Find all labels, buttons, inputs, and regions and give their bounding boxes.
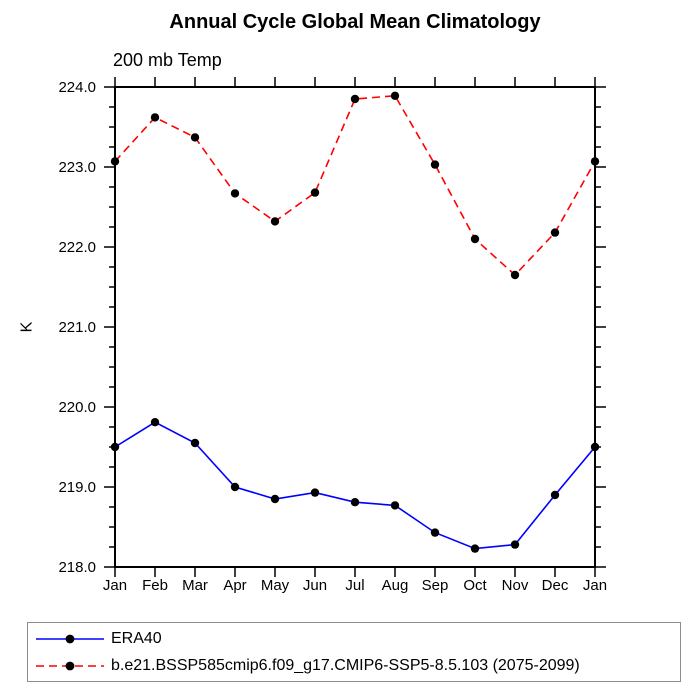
y-tick-label: 219.0: [58, 479, 96, 496]
legend-sample-marker-0: [65, 634, 75, 643]
series-1-marker: [270, 217, 280, 226]
series-1-marker: [230, 189, 240, 198]
x-tick-label: Nov: [502, 577, 529, 594]
y-tick-label: 218.0: [58, 559, 96, 576]
series-line-0: [114, 421, 596, 550]
legend-sample-marker-1: [65, 661, 75, 670]
series-0-marker: [310, 488, 320, 497]
series-1-marker: [350, 94, 360, 104]
series-0-marker: [230, 482, 240, 492]
series-0-marker: [470, 544, 480, 553]
series-1-marker: [430, 160, 440, 169]
series-1-marker: [110, 157, 120, 166]
y-tick-label: 220.0: [58, 399, 96, 416]
series-1-marker: [510, 270, 520, 280]
legend-label-model: b.e21.BSSP585cmip6.f09_g17.CMIP6-SSP5-8.…: [111, 656, 580, 674]
series-0-marker: [150, 418, 160, 427]
series-line-1: [114, 94, 596, 277]
legend-label-era40: ERA40: [111, 629, 162, 647]
series-0-marker: [110, 442, 120, 452]
y-tick-label: 224.0: [58, 79, 96, 96]
y-tick-label: 222.0: [58, 239, 96, 256]
series-1-marker: [150, 113, 160, 122]
series-0-marker: [590, 442, 600, 452]
legend-row-model: b.e21.BSSP585cmip6.f09_g17.CMIP6-SSP5-8.…: [28, 654, 680, 678]
x-tick-label: Sep: [422, 577, 449, 594]
x-tick-label: Oct: [463, 577, 487, 594]
legend-line-sample-dashed-icon: [36, 661, 104, 670]
x-tick-label: Jun: [303, 577, 327, 594]
series-1-marker: [390, 91, 400, 101]
series-1-marker: [190, 133, 200, 142]
x-tick-label: Mar: [182, 577, 208, 594]
x-tick-label: May: [261, 577, 290, 594]
series-0-marker: [190, 438, 200, 448]
plot-subtitle: 200 mb Temp: [113, 50, 222, 70]
plot-frame: [114, 86, 596, 568]
legend-row-era40: ERA40: [28, 627, 680, 651]
y-axis-unit-label: K: [18, 321, 36, 333]
series-0-marker: [550, 490, 560, 500]
series-0-marker: [350, 498, 360, 507]
x-tick-label: Aug: [382, 577, 409, 594]
plot-svg: 218.0 219.0 220.0 221.0 222.0 223.0 224.0 Jan Fe…: [58, 77, 607, 594]
page-title: Annual Cycle Global Mean Climatology: [169, 11, 541, 33]
x-tick-label: Apr: [223, 577, 246, 594]
series-1-marker: [550, 228, 560, 237]
x-tick-label: Feb: [142, 577, 168, 594]
series-1-marker: [470, 234, 480, 244]
series-0-marker: [510, 540, 520, 549]
y-tick-label: 221.0: [58, 319, 96, 336]
legend-line-sample-solid-icon: [36, 634, 104, 643]
legend-box: ERA40 b.e21.BSSP585cmip6.f09_g17.CMIP6-S…: [27, 622, 681, 682]
y-tick-label: 223.0: [58, 159, 96, 176]
series-0-marker: [390, 501, 400, 510]
series-0-marker: [270, 494, 280, 504]
x-tick-label: Dec: [542, 577, 569, 594]
x-tick-label: Jan: [103, 577, 127, 594]
series-1-marker: [590, 157, 600, 166]
series-1-marker: [310, 188, 320, 197]
x-tick-label: Jul: [345, 577, 364, 594]
x-tick-label: Jan: [583, 577, 607, 594]
series-0-marker: [430, 528, 440, 537]
